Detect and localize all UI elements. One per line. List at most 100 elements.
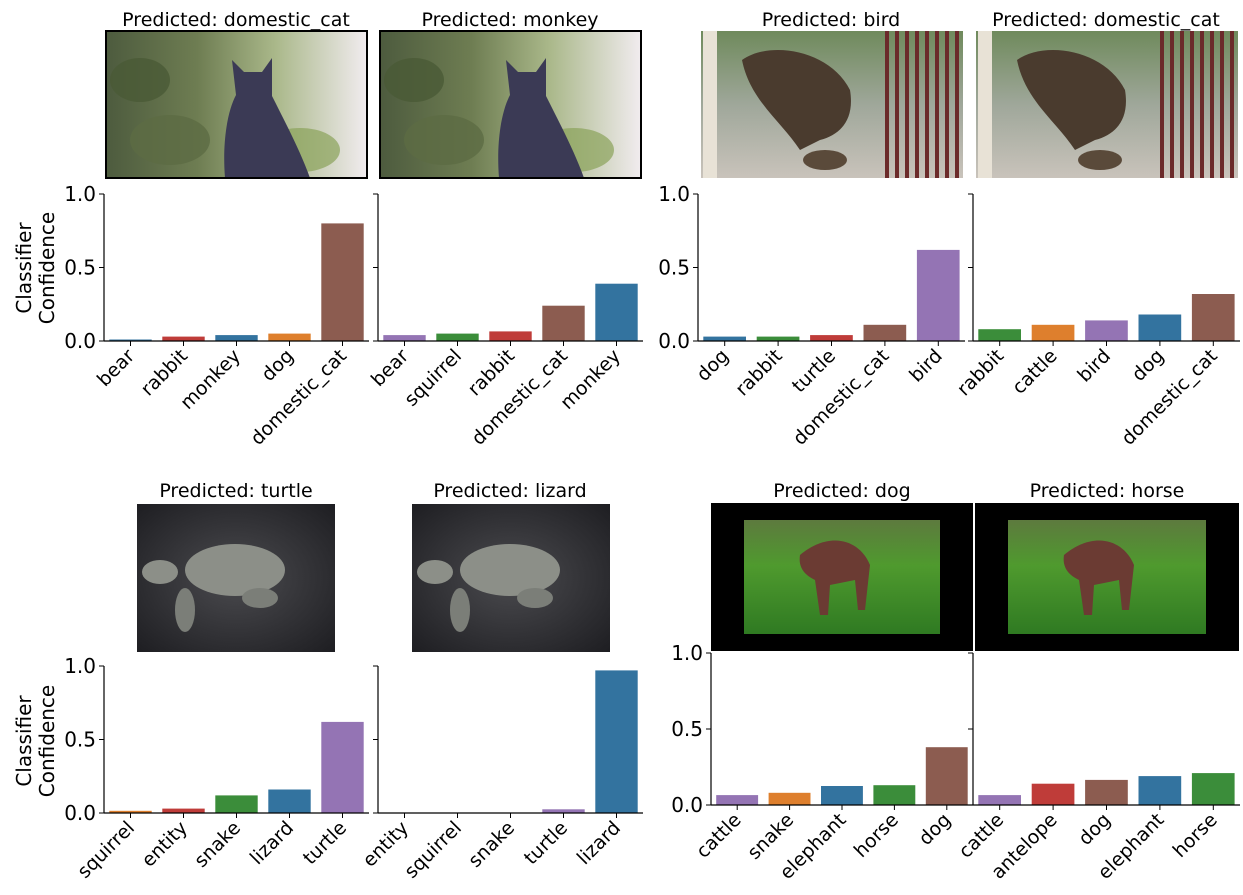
x-tick-label: domestic_cat (1117, 345, 1222, 450)
bar-horse (1191, 773, 1235, 805)
panel-title: Predicted: turtle (159, 480, 312, 502)
y-tick-label: 1.0 (64, 654, 96, 678)
bar-domestic_cat (321, 223, 364, 341)
x-tick-label: bird (905, 345, 947, 387)
x-tick-label: dog (1074, 809, 1115, 850)
panel-title: Predicted: bird (762, 9, 901, 31)
bar-bear (109, 339, 152, 341)
x-tick-label: dog (692, 345, 733, 386)
panel-title: Predicted: domestic_cat (122, 9, 350, 31)
bar-cattle (716, 795, 759, 805)
bar-lizard (268, 789, 311, 813)
bar-turtle (321, 721, 364, 813)
bar-elephant (1138, 776, 1182, 805)
photo-dog-perturbed (975, 503, 1239, 651)
panel-title: Predicted: lizard (433, 480, 586, 502)
bar-bird (916, 249, 960, 341)
bar-domestic_cat (1191, 294, 1235, 341)
y-tick-label: 0.5 (658, 256, 690, 280)
panel-title: Predicted: dog (773, 480, 910, 502)
bar-snake (215, 795, 258, 813)
bar-dog (1085, 779, 1128, 805)
x-tick-label: cattle (1008, 345, 1062, 399)
bar-squirrel (436, 333, 479, 341)
x-tick-label: horse (1169, 809, 1222, 862)
y-tick-label: 0.0 (64, 329, 96, 353)
y-tick-label: 0.0 (64, 801, 96, 825)
photo-turtle (137, 504, 335, 652)
bar-dog (268, 333, 311, 341)
bar-entity (162, 808, 205, 813)
bar-horse (873, 785, 916, 805)
photo-dog (711, 503, 973, 651)
bar-dog (1138, 314, 1182, 341)
y-tick-label: 1.0 (64, 182, 96, 206)
bar-antelope (1031, 783, 1075, 805)
panel-title: Predicted: monkey (421, 9, 598, 31)
x-tick-label: squirrel (400, 345, 466, 411)
bar-rabbit (489, 331, 532, 341)
photo-hawk-perturbed (976, 31, 1238, 178)
photo-kitten-perturbed (379, 30, 642, 179)
y-tick-label: 0.5 (64, 728, 96, 752)
x-tick-label: dog (915, 809, 956, 850)
x-tick-label: bird (1073, 345, 1115, 387)
bar-rabbit (162, 336, 205, 341)
bar-rabbit (756, 336, 800, 341)
x-tick-label: entity (137, 817, 192, 872)
y-axis-label: Classifier (12, 695, 36, 787)
x-tick-label: bear (93, 345, 139, 391)
x-tick-label: snake (464, 817, 519, 872)
photo-kitten (105, 30, 368, 179)
y-tick-label: 0.0 (658, 329, 690, 353)
x-tick-label: turtle (520, 817, 572, 869)
bar-rabbit (978, 329, 1021, 341)
bar-dog (925, 747, 968, 805)
x-tick-label: dog (257, 345, 298, 386)
bar-dog (703, 336, 746, 341)
x-tick-label: rabbit (731, 345, 786, 400)
x-tick-label: cattle (692, 809, 746, 863)
panel-title: Predicted: domestic_cat (992, 9, 1220, 31)
x-tick-label: domestic_cat (246, 345, 351, 450)
bar-domestic_cat (863, 324, 907, 341)
bar-turtle (810, 335, 853, 341)
panel-title: Predicted: horse (1030, 480, 1185, 502)
x-tick-label: squirrel (73, 817, 139, 883)
photo-turtle-perturbed (412, 504, 610, 652)
x-tick-label: lizard (246, 817, 298, 869)
bar-monkey (215, 335, 258, 341)
x-tick-label: dog (1128, 345, 1169, 386)
bar-squirrel (109, 810, 152, 813)
bar-turtle (542, 809, 585, 813)
y-axis-label: Classifier (12, 222, 36, 314)
bar-monkey (595, 283, 638, 341)
x-tick-label: turtle (299, 817, 351, 869)
y-tick-label: 1.0 (658, 182, 690, 206)
bar-elephant (821, 786, 863, 805)
x-tick-label: rabbit (953, 345, 1008, 400)
x-tick-label: bear (367, 345, 413, 391)
bar-cattle (1031, 324, 1075, 341)
x-tick-label: horse (850, 809, 903, 862)
bar-cattle (978, 795, 1021, 805)
y-axis-label: Confidence (35, 212, 59, 324)
x-tick-label: domestic_cat (789, 345, 894, 450)
y-tick-label: 1.0 (671, 641, 703, 665)
bar-lizard (595, 670, 638, 813)
bar-bear (383, 335, 426, 341)
y-tick-label: 0.0 (671, 793, 703, 817)
bar-bird (1085, 320, 1128, 341)
x-tick-label: lizard (573, 817, 625, 869)
y-axis-label: Confidence (35, 685, 59, 797)
y-tick-label: 0.5 (671, 717, 703, 741)
bar-domestic_cat (542, 305, 585, 341)
